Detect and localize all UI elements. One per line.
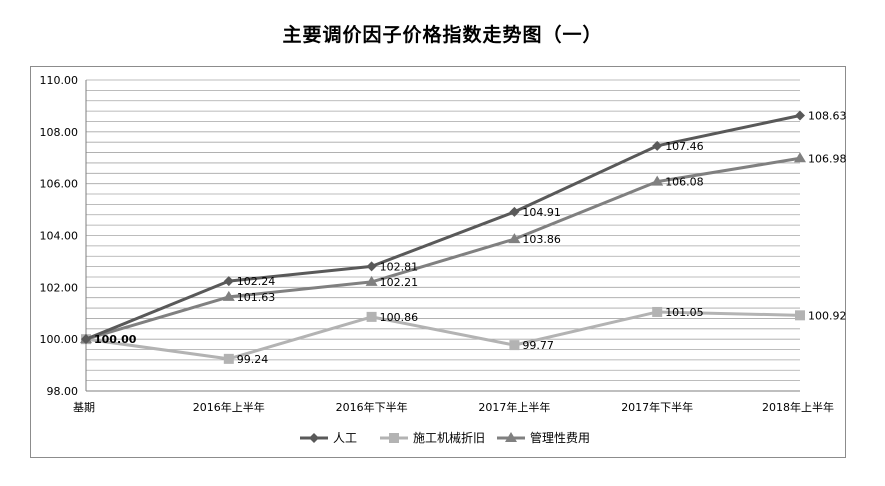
series-layer	[80, 110, 806, 364]
marker-triangle	[365, 275, 378, 286]
x-tick-label: 2018年上半年	[762, 400, 834, 414]
y-tick-label: 98.00	[47, 385, 79, 398]
data-label: 106.98	[808, 152, 847, 165]
data-label: 100.86	[380, 311, 419, 324]
marker-triangle	[508, 233, 521, 244]
marker-square	[509, 340, 520, 351]
data-label: 104.91	[522, 206, 561, 219]
x-tick-label: 2017年下半年	[621, 400, 693, 414]
data-label: 99.77	[522, 339, 554, 352]
marker-triangle	[222, 290, 235, 301]
legend-label: 管理性费用	[530, 430, 590, 445]
marker-diamond	[81, 334, 91, 345]
legend-label: 施工机械折旧	[413, 430, 485, 445]
series-line	[85, 310, 801, 361]
data-label: 100.00	[94, 333, 137, 346]
marker-diamond	[652, 140, 663, 151]
marker-triangle	[505, 432, 517, 442]
marker-diamond	[309, 433, 319, 443]
data-label: 101.05	[665, 306, 704, 319]
data-label: 103.86	[522, 233, 561, 246]
marker-square	[795, 310, 805, 321]
y-tick-label: 110.00	[40, 74, 79, 87]
y-tick-label: 104.00	[40, 230, 79, 243]
y-tick-label: 102.00	[40, 281, 79, 294]
data-label: 101.63	[237, 291, 275, 304]
marker-square	[223, 353, 234, 364]
series-line	[85, 114, 801, 341]
data-label: 102.24	[237, 275, 275, 288]
legend: 人工 施工机械折旧 管理性费用	[300, 430, 590, 445]
marker-diamond	[509, 206, 520, 217]
marker-diamond	[223, 276, 234, 287]
marker-triangle	[651, 175, 664, 186]
marker-square	[389, 433, 399, 443]
marker-triangle	[794, 152, 806, 163]
y-tick-label: 106.00	[40, 178, 79, 191]
data-label: 102.81	[380, 260, 419, 273]
marker-diamond	[795, 110, 805, 121]
x-tick-label: 2016年下半年	[336, 400, 408, 414]
y-tick-label: 108.00	[40, 126, 79, 139]
data-label: 106.08	[665, 176, 704, 189]
y-tick-label: 100.00	[40, 333, 79, 346]
series-line	[85, 156, 801, 341]
data-label: 102.21	[380, 276, 419, 289]
x-tick-label: 基期	[73, 401, 95, 414]
x-tick-label: 2016年上半年	[193, 400, 265, 414]
grid-lines	[86, 79, 800, 392]
axes: 98.00 100.00 102.00 104.00 106.00 108.00 110.0…	[40, 74, 835, 414]
marker-square	[366, 311, 377, 322]
chart-frame	[30, 66, 846, 458]
marker-square	[652, 306, 663, 317]
legend-label: 人工	[333, 431, 357, 445]
data-labels: 100.00 102.24 102.81 104.91 107.46 108.63 99.2…	[94, 110, 847, 366]
chart-title: 主要调价因子价格指数走势图（一）	[282, 24, 603, 46]
data-label: 99.24	[237, 353, 268, 366]
marker-diamond	[366, 261, 377, 272]
data-label: 100.92	[808, 309, 847, 322]
x-tick-label: 2017年上半年	[478, 400, 550, 414]
data-label: 107.46	[665, 140, 704, 153]
data-label: 108.63	[808, 110, 847, 123]
